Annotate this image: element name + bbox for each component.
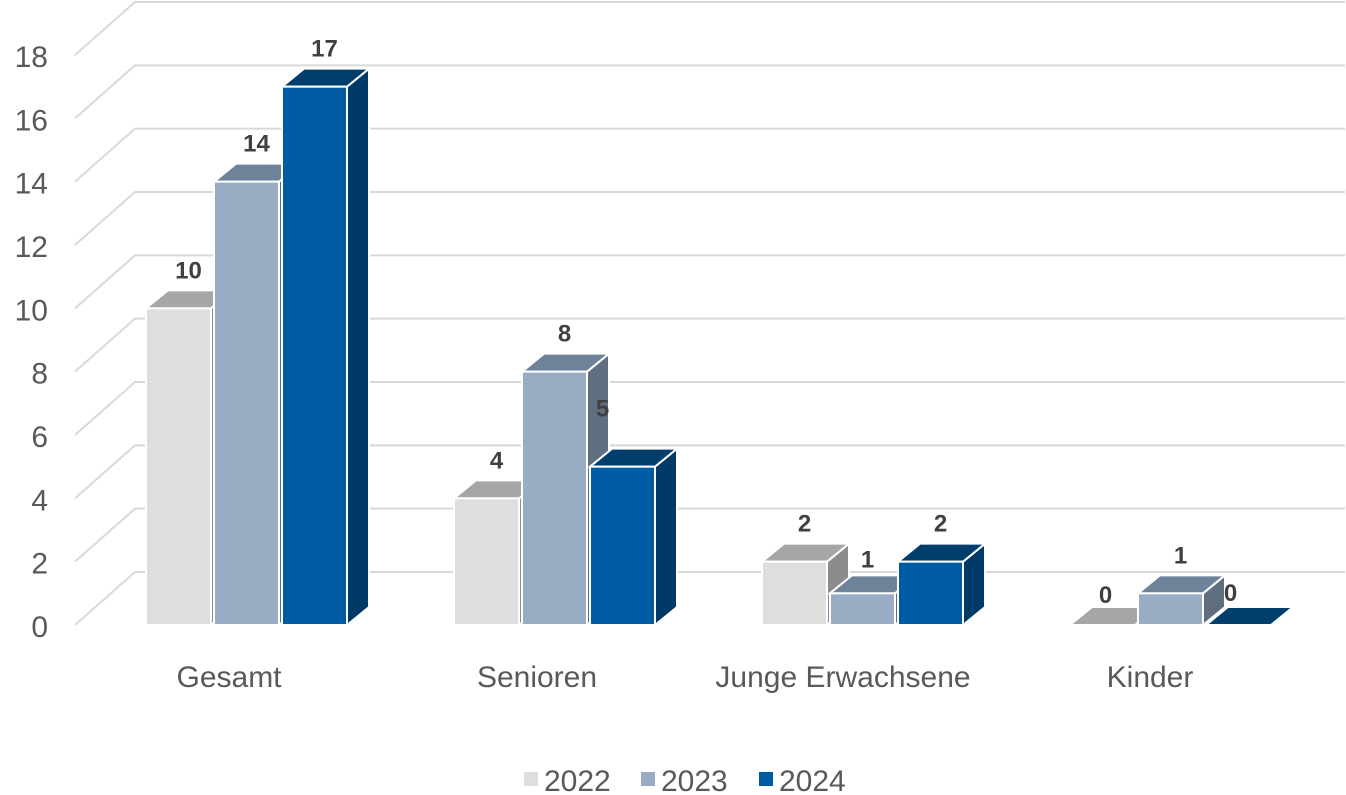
bars — [143, 66, 1296, 628]
bar-side-face — [346, 66, 370, 628]
gridline-12 — [74, 191, 1345, 246]
gridline-8 — [74, 317, 1345, 373]
bar-front-face — [897, 560, 964, 627]
data-label-2024-junge-erwachsene: 2 — [934, 511, 947, 538]
bar-front-face — [829, 592, 896, 626]
data-label-2023-gesamt: 14 — [243, 131, 270, 158]
bar-2023-kinder — [1135, 573, 1228, 628]
bar-side-face — [654, 446, 678, 628]
gridline-16 — [74, 64, 1345, 120]
legend-item-2022: 2022 — [524, 765, 611, 795]
gridline-14 — [74, 127, 1345, 183]
y-tick-label-6: 6 — [31, 421, 48, 454]
data-label-2023-junge-erwachsene: 1 — [861, 546, 874, 573]
data-label-2024-gesamt: 17 — [311, 36, 338, 63]
data-label-2024-kinder: 0 — [1224, 580, 1237, 607]
y-tick-label-8: 8 — [31, 358, 48, 391]
legend: 2022 2023 2024 — [524, 765, 846, 795]
legend-swatch — [641, 772, 655, 786]
legend-label: 2022 — [544, 765, 611, 795]
legend-item-2024: 2024 — [759, 765, 846, 795]
y-tick-label-16: 16 — [15, 104, 48, 137]
grid-lines — [74, 0, 1345, 626]
x-axis-category-labels: Gesamt Senioren Junge Erwachsene Kinder — [176, 661, 1193, 694]
category-label-junge-erwachsene: Junge Erwachsene — [715, 661, 970, 694]
y-tick-label-12: 12 — [15, 231, 48, 264]
gridline-6 — [74, 381, 1345, 436]
gridline-10 — [74, 254, 1345, 310]
y-tick-label-18: 18 — [15, 41, 48, 74]
bar-front-face — [589, 465, 656, 626]
bar-2024-junge-erwachsene — [895, 541, 988, 628]
gridline-4 — [74, 444, 1345, 500]
category-label-senioren: Senioren — [477, 661, 597, 694]
gridline-2 — [74, 507, 1345, 563]
category-label-gesamt: Gesamt — [176, 661, 282, 694]
bar-front-face — [521, 370, 588, 626]
gridline-18 — [74, 0, 1345, 56]
legend-label: 2023 — [661, 765, 728, 795]
bar-front-face — [145, 307, 212, 626]
bar-2023-senioren — [519, 351, 612, 628]
y-axis-tick-labels: 0 2 4 6 8 10 12 14 16 18 — [15, 41, 48, 644]
y-tick-label-4: 4 — [31, 484, 48, 517]
bar-front-face — [281, 85, 348, 626]
bar-2024-senioren — [587, 446, 680, 628]
bar-front-face — [1137, 592, 1204, 626]
bar-front-face — [453, 497, 520, 627]
bar-2024-kinder — [1203, 606, 1296, 626]
bar-front-face — [213, 180, 280, 627]
bar-top-face — [1203, 606, 1296, 626]
legend-swatch — [524, 772, 538, 786]
legend-item-2023: 2023 — [641, 765, 728, 795]
y-tick-label-2: 2 — [31, 548, 48, 581]
y-tick-label-14: 14 — [15, 168, 48, 201]
data-label-2022-junge-erwachsene: 2 — [798, 511, 811, 538]
data-label-2022-senioren: 4 — [490, 447, 504, 474]
data-label-2023-kinder: 1 — [1174, 542, 1187, 569]
legend-swatch — [759, 772, 773, 786]
y-tick-label-0: 0 — [31, 611, 48, 644]
data-label-2024-senioren: 5 — [596, 396, 609, 423]
data-label-2023-senioren: 8 — [558, 321, 571, 348]
data-label-2022-gesamt: 10 — [175, 257, 202, 284]
legend-label: 2024 — [779, 765, 846, 795]
bar-2024-gesamt — [279, 66, 372, 628]
data-label-2022-kinder: 0 — [1099, 582, 1112, 609]
y-tick-label-10: 10 — [15, 294, 48, 327]
category-label-kinder: Kinder — [1107, 661, 1194, 694]
bar-front-face — [761, 560, 828, 627]
